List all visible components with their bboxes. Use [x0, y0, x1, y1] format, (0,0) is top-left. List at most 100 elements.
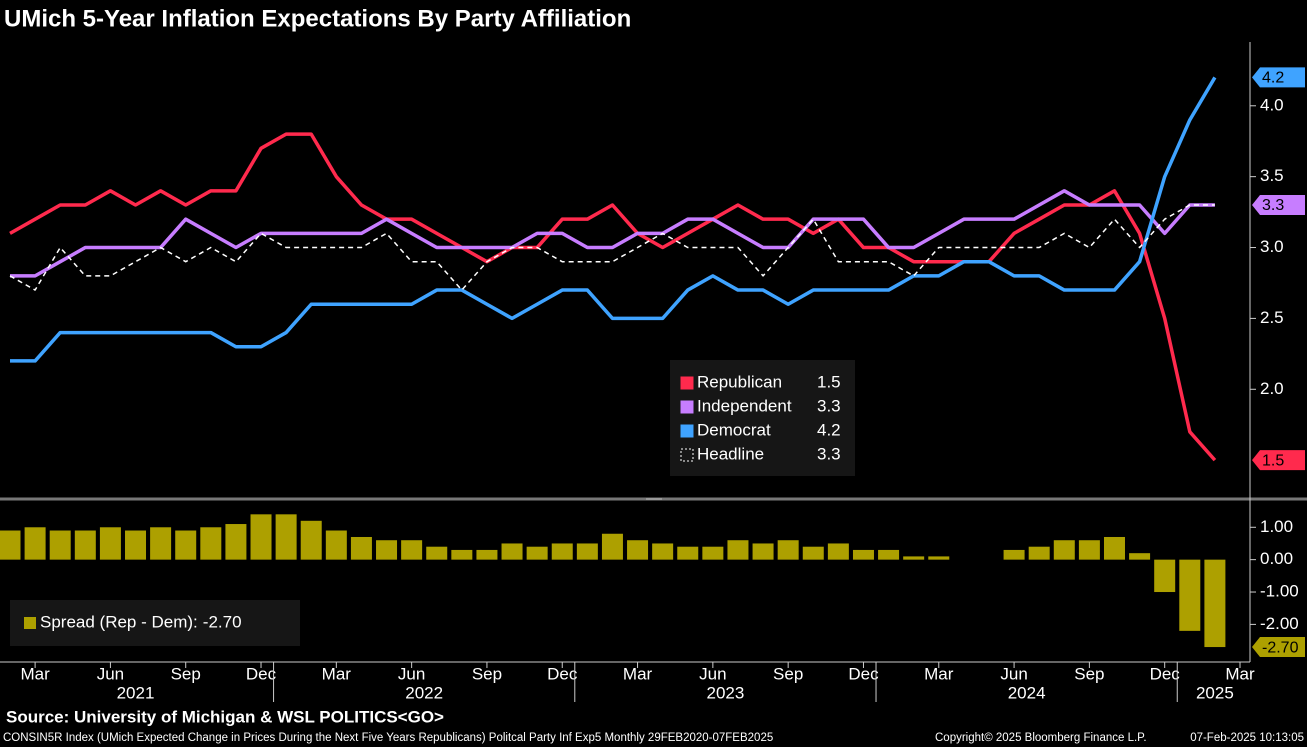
bar	[150, 527, 172, 560]
legend-swatch	[680, 376, 694, 390]
bar	[275, 514, 297, 560]
legend-label: Spread (Rep - Dem):	[40, 612, 198, 631]
x-tick-label: Jun	[97, 664, 124, 683]
bar	[24, 527, 46, 560]
bar	[777, 540, 799, 560]
bar	[802, 546, 824, 560]
line-democrat	[10, 76, 1217, 363]
legend-label: Independent	[697, 396, 792, 415]
legend-value: 3.3	[817, 396, 841, 415]
bar	[903, 556, 925, 560]
x-tick-label: Jun	[1000, 664, 1027, 683]
bar	[476, 549, 498, 560]
bar	[526, 546, 548, 560]
x-tick-label: Mar	[1225, 664, 1255, 683]
bar	[0, 530, 21, 560]
year-label: 2024	[1008, 683, 1046, 702]
y-tick-label: 2.0	[1260, 379, 1284, 398]
x-tick-label: Sep	[773, 664, 803, 683]
line-republican	[9, 132, 1217, 462]
bar	[325, 530, 347, 560]
value-tag-label: -2.70	[1262, 639, 1299, 656]
legend-box	[670, 360, 855, 476]
bar	[300, 520, 322, 560]
legend-label: Republican	[697, 372, 782, 391]
value-tag	[1252, 637, 1305, 658]
legend-swatch	[24, 617, 36, 629]
footer-ticker: CONSIN5R Index (UMich Expected Change in…	[3, 732, 773, 744]
year-label: 2022	[405, 683, 443, 702]
value-tag-label: 1.5	[1262, 452, 1284, 469]
bar	[451, 549, 473, 560]
x-tick-label: Dec	[1150, 664, 1181, 683]
year-label: 2021	[117, 683, 155, 702]
line-independent	[10, 189, 1215, 278]
x-tick-label: Jun	[699, 664, 726, 683]
bar	[601, 533, 623, 560]
year-label: 2023	[706, 683, 744, 702]
bar	[1053, 540, 1075, 560]
bar	[1204, 559, 1226, 648]
value-tag-label: 3.3	[1262, 197, 1284, 214]
y-tick-label: -1.00	[1260, 582, 1299, 601]
value-tag-label: 4.2	[1262, 70, 1284, 87]
bar	[928, 556, 950, 560]
bar	[1129, 553, 1151, 560]
line-headline	[9, 204, 1215, 291]
bar	[175, 530, 197, 560]
bar	[225, 524, 247, 560]
legend-label: Democrat	[697, 420, 771, 439]
bar	[501, 543, 523, 560]
y-tick-label: 3.0	[1260, 237, 1284, 256]
x-tick-label: Dec	[246, 664, 277, 683]
legend-value: 4.2	[817, 420, 841, 439]
legend-swatch	[680, 448, 694, 462]
x-tick-label: Mar	[924, 664, 954, 683]
chart-title: UMich 5-Year Inflation Expectations By P…	[4, 5, 631, 32]
x-tick-label: Mar	[322, 664, 352, 683]
x-tick-label: Dec	[848, 664, 879, 683]
bar	[1103, 536, 1125, 560]
value-tag	[1252, 67, 1305, 88]
bar	[49, 530, 71, 560]
value-tag	[1252, 450, 1305, 471]
footer-copyright: Copyright© 2025 Bloomberg Finance L.P.	[935, 732, 1147, 744]
legend-value: 1.5	[817, 372, 841, 391]
y-tick-label: 2.5	[1260, 308, 1284, 327]
bar	[878, 549, 900, 560]
legend-value: 3.3	[817, 444, 841, 463]
bar	[376, 540, 398, 560]
x-tick-label: Dec	[547, 664, 578, 683]
bar	[827, 543, 849, 560]
spread-legend-box	[10, 600, 300, 646]
source: Source: University of Michigan & WSL POL…	[6, 707, 444, 726]
x-tick-label: Sep	[472, 664, 502, 683]
bar	[727, 540, 749, 560]
bar	[677, 546, 699, 560]
bar	[1078, 540, 1100, 560]
year-label: 2025	[1196, 683, 1234, 702]
y-tick-label: 0.00	[1260, 549, 1293, 568]
x-tick-label: Jun	[398, 664, 425, 683]
bar	[1003, 549, 1025, 560]
x-tick-label: Sep	[1074, 664, 1104, 683]
bar	[652, 543, 674, 560]
y-tick-label: 4.0	[1260, 95, 1284, 114]
bar	[627, 540, 649, 560]
bar	[350, 536, 372, 560]
bar	[125, 530, 147, 560]
bar	[852, 549, 874, 560]
value-tag	[1252, 195, 1305, 216]
legend-swatch	[680, 400, 694, 414]
bar	[426, 546, 448, 560]
bar	[401, 540, 423, 560]
bar	[74, 530, 96, 560]
x-tick-label: Sep	[171, 664, 201, 683]
bar	[1154, 559, 1176, 593]
y-tick-label: 1.00	[1260, 517, 1293, 536]
y-tick-label: -2.00	[1260, 614, 1299, 633]
bar	[99, 527, 121, 560]
x-tick-label: Mar	[20, 664, 50, 683]
bar	[702, 546, 724, 560]
